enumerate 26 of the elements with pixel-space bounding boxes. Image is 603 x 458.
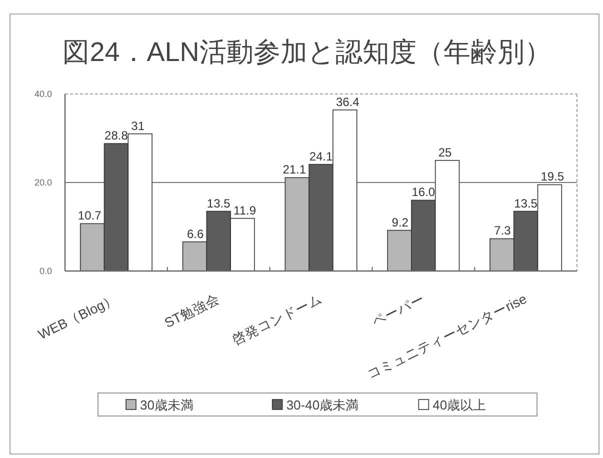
- data-label: 9.2: [392, 215, 409, 230]
- data-label: 28.8: [104, 128, 128, 143]
- data-label: 31: [131, 118, 145, 133]
- chart-title: 図24．ALN活動参加と認知度（年齢別）: [62, 37, 552, 67]
- data-label: 7.3: [494, 224, 512, 238]
- x-tick-label: ST勉強会: [162, 291, 222, 331]
- data-label: 13.5: [206, 196, 231, 210]
- data-label: 25: [438, 145, 452, 160]
- legend-label: 40歳以上: [432, 398, 486, 412]
- data-label: 16.0: [412, 185, 436, 200]
- data-label: 21.1: [282, 162, 306, 177]
- data-label: 10.7: [78, 208, 102, 223]
- x-tick-label: 啓発コンドーム: [230, 291, 324, 348]
- y-tick-label: 0.0: [39, 266, 52, 276]
- data-label: 19.5: [540, 170, 564, 184]
- legend-label: 30歳未満: [140, 398, 194, 412]
- x-tick-label: ペーパー: [370, 291, 427, 330]
- data-label: 6.6: [186, 226, 204, 241]
- data-label: 36.4: [336, 94, 360, 109]
- legend-label: 30-40歳未満: [286, 398, 359, 412]
- y-tick-label: 20.0: [34, 178, 52, 188]
- data-label: 13.5: [514, 196, 538, 210]
- data-label: 11.9: [234, 203, 256, 218]
- y-tick-label: 40.0: [34, 89, 52, 99]
- x-tick-label: WEB（Blog）: [36, 291, 120, 342]
- data-label: 24.1: [309, 149, 333, 164]
